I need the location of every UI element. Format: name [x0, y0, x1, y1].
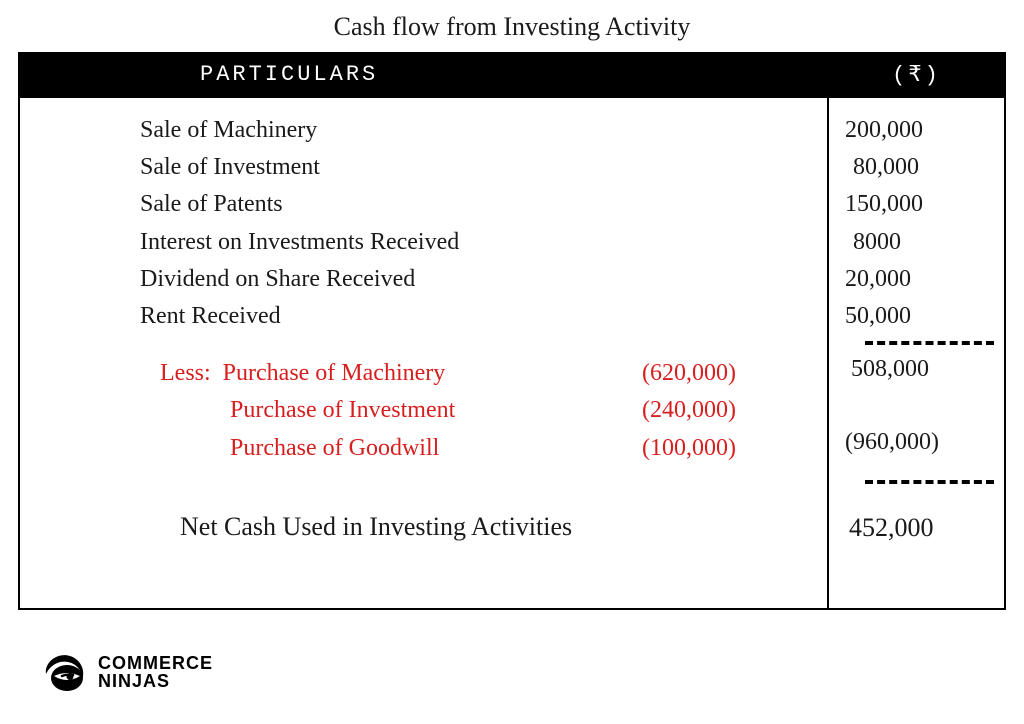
inflow-label: Rent Received: [140, 298, 807, 335]
divider-dashed: [865, 341, 994, 345]
inflow-label: Sale of Machinery: [140, 112, 807, 149]
outflow-label: Purchase of Machinery: [223, 355, 642, 392]
table-body: Sale of Machinery Sale of Investment Sal…: [20, 98, 1004, 608]
table-row: Less: Purchase of Machinery (620,000): [160, 355, 807, 392]
page-title: Cash flow from Investing Activity: [18, 12, 1006, 42]
subtotal-outflows: (960,000): [845, 424, 988, 461]
inflow-amount: 8000: [845, 224, 988, 261]
inflow-amount: 50,000: [845, 298, 988, 335]
table-row: Purchase of Investment (240,000): [160, 392, 807, 429]
less-label: Less:: [160, 355, 211, 392]
inflow-label: Sale of Investment: [140, 149, 807, 186]
table-row: Purchase of Goodwill (100,000): [160, 430, 807, 467]
table-row: Sale of Machinery: [140, 112, 807, 149]
ninja-icon: [40, 650, 88, 694]
divider-dashed: [865, 480, 994, 484]
brand-line1: COMMERCE: [98, 654, 213, 672]
table-header: Particulars (₹): [20, 54, 1004, 98]
table-row: Interest on Investments Received: [140, 224, 807, 261]
outflow-paren: (100,000): [642, 430, 807, 467]
outflow-paren: (620,000): [642, 355, 807, 392]
net-amount: 452,000: [845, 508, 988, 548]
table-row: Sale of Patents: [140, 186, 807, 223]
net-label: Net Cash Used in Investing Activities: [140, 507, 807, 547]
brand-text: COMMERCE NINJAS: [98, 654, 213, 690]
inflow-label: Dividend on Share Received: [140, 261, 807, 298]
inflow-label: Interest on Investments Received: [140, 224, 807, 261]
table-row: Dividend on Share Received: [140, 261, 807, 298]
inflow-amount: 150,000: [845, 186, 988, 223]
outflow-label: Purchase of Goodwill: [230, 430, 642, 467]
inflow-label: Sale of Patents: [140, 186, 807, 223]
table-row: Rent Received: [140, 298, 807, 335]
outflow-label: Purchase of Investment: [230, 392, 642, 429]
table-row: Sale of Investment: [140, 149, 807, 186]
net-row: Net Cash Used in Investing Activities: [140, 507, 807, 547]
particulars-column: Sale of Machinery Sale of Investment Sal…: [20, 98, 829, 608]
header-particulars: Particulars: [20, 54, 829, 98]
inflow-amount: 80,000: [845, 149, 988, 186]
brand-line2: NINJAS: [98, 672, 213, 690]
outflow-paren: (240,000): [642, 392, 807, 429]
header-amount: (₹): [829, 54, 1004, 98]
cashflow-table: Particulars (₹) Sale of Machinery Sale o…: [18, 52, 1006, 610]
inflow-amount: 200,000: [845, 112, 988, 149]
inflow-amount: 20,000: [845, 261, 988, 298]
subtotal-inflows: 508,000: [845, 351, 988, 388]
less-block: Less: Purchase of Machinery (620,000) Pu…: [140, 355, 807, 467]
amount-column: 200,000 80,000 150,000 8000 20,000 50,00…: [829, 98, 1004, 608]
brand-logo: COMMERCE NINJAS: [40, 650, 213, 694]
